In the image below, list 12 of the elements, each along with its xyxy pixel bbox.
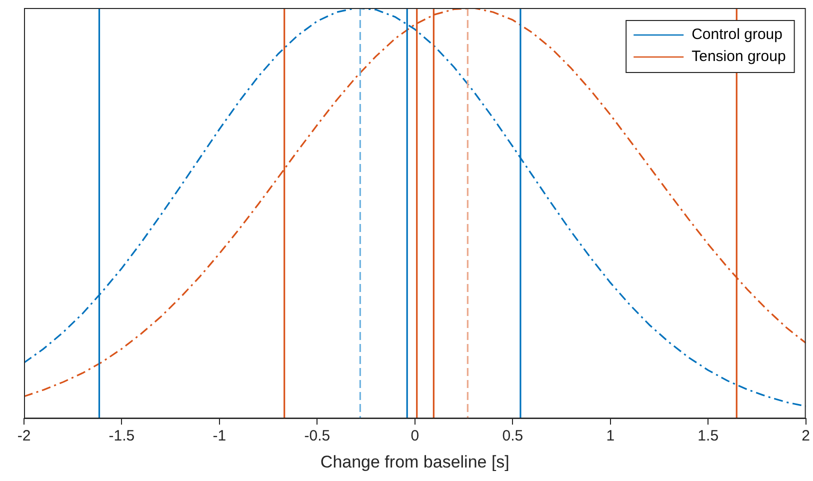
- x-tick-label: 0: [410, 428, 420, 445]
- x-tick-label: 1: [606, 428, 615, 445]
- x-tick-label: -1.5: [108, 428, 135, 445]
- x-tick-label: -2: [17, 428, 31, 445]
- legend-label: Control group: [692, 26, 782, 44]
- x-tick-label: -1: [212, 428, 226, 445]
- x-tick-label: 1.5: [698, 428, 719, 445]
- x-tick-label: 0.5: [502, 428, 524, 445]
- x-tick-label: 2: [802, 428, 810, 445]
- legend-label: Tension group: [692, 48, 786, 66]
- x-tick-label: -0.5: [304, 428, 330, 445]
- x-axis-title: Change from baseline [s]: [320, 452, 510, 472]
